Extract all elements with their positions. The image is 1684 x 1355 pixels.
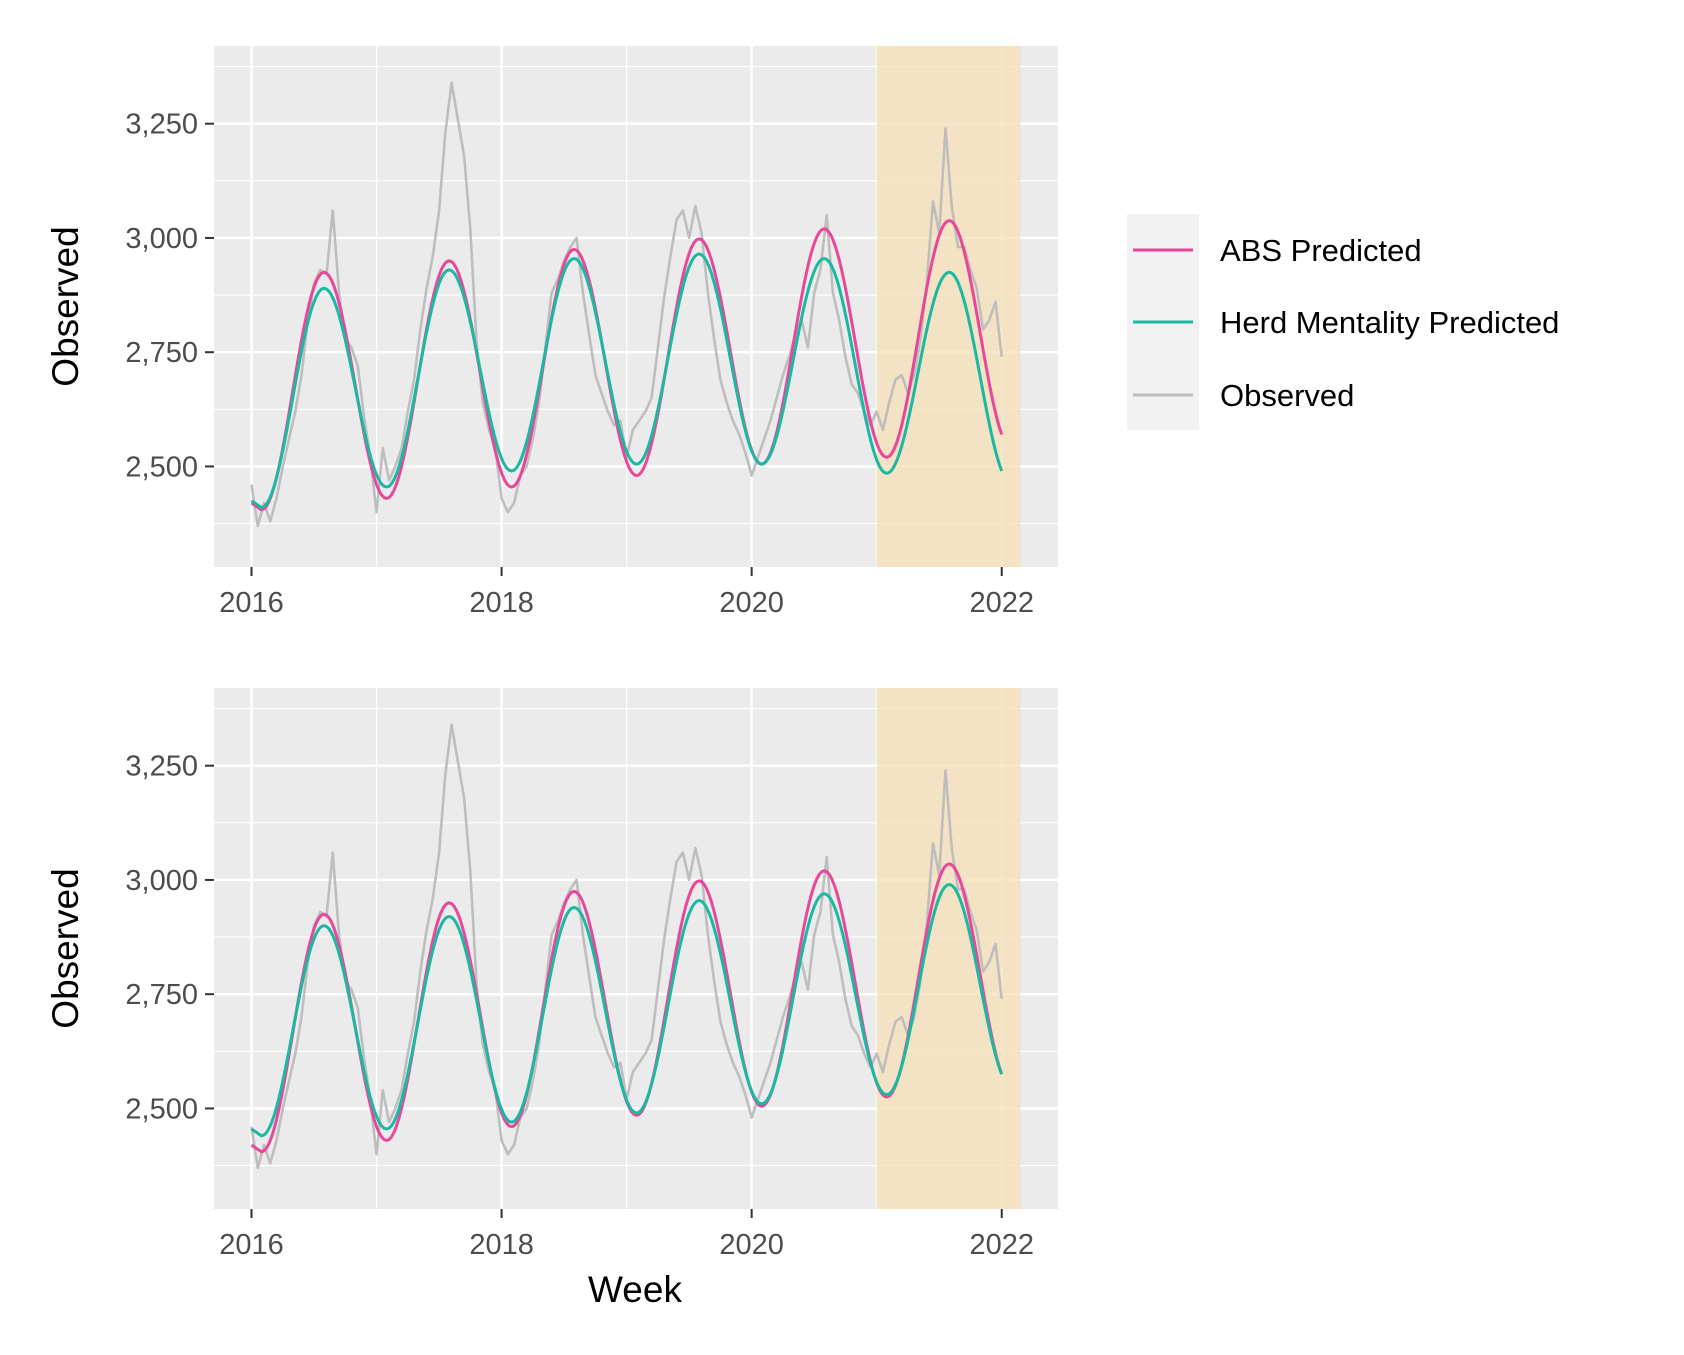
x-tick-label: 2016 bbox=[219, 1229, 284, 1261]
legend-label-abs-predicted: ABS Predicted bbox=[1220, 233, 1422, 268]
forecast-region bbox=[876, 46, 1021, 567]
y-tick-label: 3,250 bbox=[125, 109, 198, 141]
x-tick-label: 2018 bbox=[469, 587, 534, 619]
y-tick-label: 3,000 bbox=[125, 223, 198, 255]
x-tick-label: 2016 bbox=[219, 587, 284, 619]
legend-label-observed: Observed bbox=[1220, 378, 1354, 413]
y-tick-label: 3,000 bbox=[125, 865, 198, 897]
y-tick-label: 2,500 bbox=[125, 1093, 198, 1125]
legend-item-herd-mentality-predicted: Herd Mentality Predicted bbox=[1133, 305, 1559, 340]
legend-item-abs-predicted: ABS Predicted bbox=[1133, 233, 1422, 268]
legend: ABS Predicted Herd Mentality Predicted O… bbox=[1127, 214, 1559, 430]
y-tick-label: 2,750 bbox=[125, 979, 198, 1011]
series-line-herd-mentality-predicted bbox=[250, 883, 1004, 1138]
x-tick-label: 2018 bbox=[469, 1229, 534, 1261]
legend-item-observed: Observed bbox=[1133, 378, 1354, 413]
y-tick-label: 3,250 bbox=[125, 751, 198, 783]
series-line-herd-mentality-predicted bbox=[250, 252, 1004, 510]
x-tick-label: 2022 bbox=[969, 1229, 1034, 1261]
x-tick-label: 2020 bbox=[719, 1229, 784, 1261]
y-tick-label: 2,500 bbox=[125, 451, 198, 483]
top-panel: 2,500 2,750 3,000 3,250 2016 2018 2020 2022 Obse… bbox=[45, 46, 1058, 619]
y-axis-title: Observed bbox=[45, 868, 86, 1028]
x-axis-title: Week bbox=[588, 1269, 682, 1310]
y-axis-title: Observed bbox=[45, 226, 86, 386]
forecast-region bbox=[876, 688, 1021, 1209]
x-tick-label: 2020 bbox=[719, 587, 784, 619]
legend-label-herd-mentality-predicted: Herd Mentality Predicted bbox=[1220, 305, 1559, 340]
series-line-abs-predicted bbox=[250, 219, 1004, 512]
y-tick-label: 2,750 bbox=[125, 337, 198, 369]
bottom-panel: 2,500 2,750 3,000 3,250 2016 2018 2020 2022 Obse… bbox=[45, 688, 1058, 1261]
x-tick-label: 2022 bbox=[969, 587, 1034, 619]
